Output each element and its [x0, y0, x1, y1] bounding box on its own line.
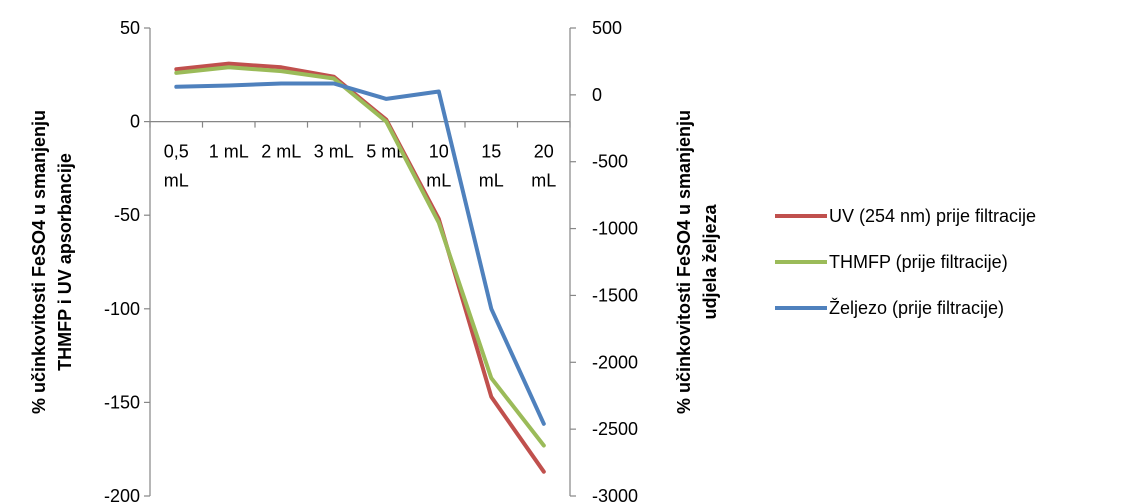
left-axis-title-line: % učinkovitosti FeSO4 u smanjenju: [29, 110, 49, 414]
right-axis-title-line: % učinkovitosti FeSO4 u smanjenju: [674, 110, 694, 414]
right-tick-label: -3000: [592, 486, 638, 504]
category-label-line: 0,5: [164, 142, 189, 162]
right-axis-title-line: udjela željeza: [700, 203, 720, 319]
legend-label-0: UV (254 nm) prije filtracije: [829, 206, 1036, 226]
axis-titles: % učinkovitosti FeSO4 u smanjenju THMFP i…: [29, 110, 720, 414]
category-label: 5 mL: [366, 142, 406, 162]
category-label-line: 3 mL: [314, 142, 354, 162]
left-tick-label: -100: [104, 299, 140, 319]
category-label: 1 mL: [209, 142, 249, 162]
left-axis-title-line: THMFP i UV apsorbancije: [55, 153, 75, 371]
right-axis-title: % učinkovitosti FeSO4 u smanjenju udjela …: [674, 110, 720, 414]
series-line-2: [174, 81, 546, 426]
category-label: 20 mL: [531, 142, 556, 191]
plot-frame: [149, 28, 571, 496]
category-label: 0,5 mL: [164, 142, 189, 191]
category-label-line: 5 mL: [366, 142, 406, 162]
category-label-line: mL: [531, 171, 556, 191]
category-label-line: 1 mL: [209, 142, 249, 162]
right-tick-label: 500: [592, 18, 622, 38]
left-tick-label: 50: [120, 18, 140, 38]
category-label: 10 mL: [426, 142, 451, 191]
right-axis-ticks: 500 0 -500 -1000 -1500 -2000 -2500 -3000: [570, 18, 638, 504]
category-labels: 0,5 mL 1 mL 2 mL 3 mL 5 mL 10 mL 15 mL 20 mL: [164, 142, 557, 191]
category-label-line: 15: [481, 142, 501, 162]
category-label: 15 mL: [479, 142, 504, 191]
legend-label-1: THMFP (prije filtracije): [829, 252, 1008, 272]
category-label-line: 20: [534, 142, 554, 162]
category-label-line: mL: [479, 171, 504, 191]
category-label-line: 2 mL: [261, 142, 301, 162]
left-tick-label: -150: [104, 392, 140, 412]
right-tick-label: -500: [592, 152, 628, 172]
left-tick-label: 0: [130, 112, 140, 132]
right-tick-label: 0: [592, 85, 602, 105]
category-label: 3 mL: [314, 142, 354, 162]
category-label-line: mL: [164, 171, 189, 191]
legend: UV (254 nm) prije filtracije THMFP (prije…: [775, 206, 1036, 318]
left-axis-title: % učinkovitosti FeSO4 u smanjenju THMFP i…: [29, 110, 75, 414]
right-tick-label: -1500: [592, 285, 638, 305]
category-label: 2 mL: [261, 142, 301, 162]
left-tick-label: -200: [104, 486, 140, 504]
series-lines: [174, 61, 546, 474]
legend-label-2: Željezo (prije filtracije): [829, 298, 1004, 318]
series-line-1: [174, 65, 546, 448]
right-tick-label: -2000: [592, 352, 638, 372]
left-axis-ticks: 50 0 -50 -100 -150 -200: [104, 18, 150, 504]
left-tick-label: -50: [114, 205, 140, 225]
category-label-line: mL: [426, 171, 451, 191]
right-tick-label: -1000: [592, 219, 638, 239]
right-tick-label: -2500: [592, 419, 638, 439]
category-label-line: 10: [429, 142, 449, 162]
